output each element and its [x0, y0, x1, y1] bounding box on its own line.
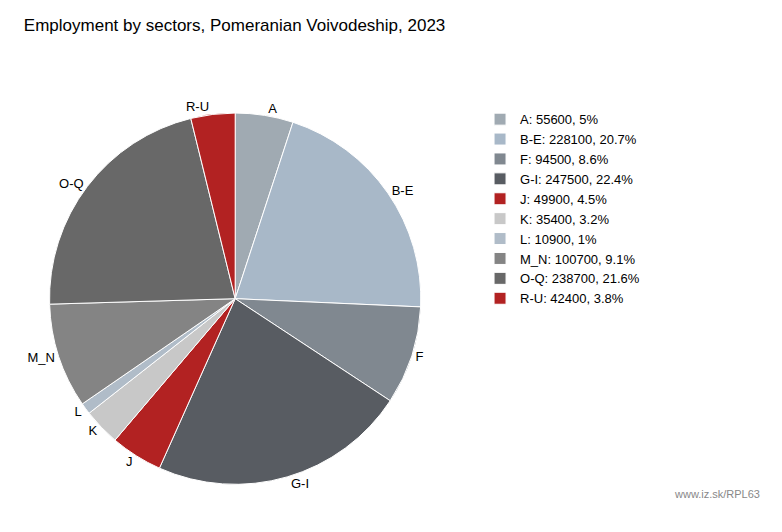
svg-text:O-Q: O-Q — [59, 176, 84, 191]
svg-text:F: 94500, 8.6%: F: 94500, 8.6% — [520, 152, 609, 167]
svg-text:K: 35400, 3.2%: K: 35400, 3.2% — [520, 212, 609, 227]
svg-text:Employment by sectors, Pomeran: Employment by sectors, Pomeranian Voivod… — [24, 16, 445, 35]
svg-text:J: 49900, 4.5%: J: 49900, 4.5% — [520, 192, 607, 207]
svg-text:G-I: 247500, 22.4%: G-I: 247500, 22.4% — [520, 172, 633, 187]
svg-text:R-U: R-U — [186, 99, 209, 114]
svg-text:L: L — [75, 404, 82, 419]
svg-text:B-E: 228100, 20.7%: B-E: 228100, 20.7% — [520, 132, 637, 147]
svg-text:www.iz.sk/RPL63: www.iz.sk/RPL63 — [674, 488, 760, 500]
svg-text:L: 10900, 1%: L: 10900, 1% — [520, 232, 597, 247]
svg-text:J: J — [126, 454, 133, 469]
svg-text:M_N: 100700, 9.1%: M_N: 100700, 9.1% — [520, 252, 635, 267]
svg-text:F: F — [416, 349, 424, 364]
svg-text:R-U: 42400, 3.8%: R-U: 42400, 3.8% — [520, 291, 624, 306]
svg-text:M_N: M_N — [28, 350, 55, 365]
svg-text:A: 55600, 5%: A: 55600, 5% — [520, 112, 598, 127]
svg-text:B-E: B-E — [392, 183, 414, 198]
svg-text:A: A — [268, 101, 277, 116]
svg-text:K: K — [89, 423, 98, 438]
svg-text:G-I: G-I — [291, 476, 309, 491]
svg-text:O-Q: 238700, 21.6%: O-Q: 238700, 21.6% — [520, 271, 640, 286]
